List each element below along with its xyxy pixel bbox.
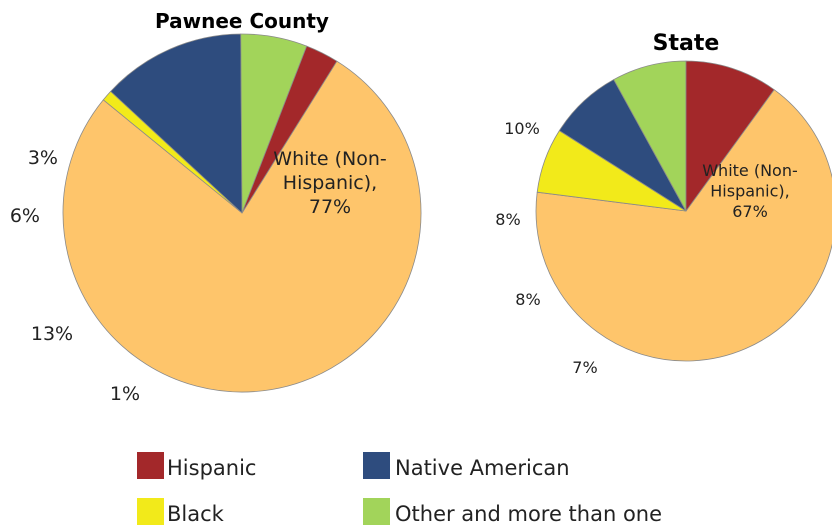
legend-swatch-other	[363, 498, 390, 525]
pie-slice-pawnee-county-white-non-hispanic	[62, 60, 422, 393]
chart-title-pawnee-county: Pawnee County	[155, 9, 329, 33]
pie-slice-pawnee-county-native-american	[110, 33, 243, 214]
pie-slice-state-hispanic	[685, 60, 775, 212]
legend-item-hispanic: Hispanic	[137, 452, 256, 480]
pie-label-state-other-and-more-than-one: 8%	[495, 210, 520, 229]
pie-label-pawnee-county-black: 1%	[110, 383, 140, 405]
legend: Hispanic Native American Black Other and…	[137, 452, 662, 526]
legend-swatch-black	[137, 498, 164, 525]
legend-label-other: Other and more than one	[395, 502, 662, 526]
pie-label-state-black: 7%	[572, 358, 597, 377]
chart-title-state: State	[653, 31, 720, 56]
pie-label-state-white-non-hispanic: White (Non-Hispanic), 67%	[702, 161, 798, 221]
pie-label-state-native-american: 8%	[515, 290, 540, 309]
pie-slice-state-white-non-hispanic	[535, 89, 832, 362]
pie-slices-state	[535, 60, 832, 362]
pie-slices-pawnee-county	[62, 33, 422, 393]
pie-label-pawnee-county-native-american: 13%	[31, 323, 73, 345]
legend-label-hispanic: Hispanic	[167, 456, 256, 480]
pie-label-pawnee-county-other-and-more-than-one: 6%	[10, 205, 40, 227]
legend-item-native-american: Native American	[363, 452, 570, 480]
legend-item-other: Other and more than one	[363, 498, 662, 526]
pie-labels-state: White (Non-Hispanic), 67% 7% 8% 8% 10%	[495, 119, 797, 377]
pie-chart-pawnee-county: Pawnee County White (Non-Hispanic), 77% 1%…	[10, 9, 422, 405]
legend-swatch-hispanic	[137, 452, 164, 479]
legend-swatch-native-american	[363, 452, 390, 479]
legend-item-black: Black	[137, 498, 225, 526]
pie-slice-pawnee-county-hispanic	[241, 45, 338, 214]
pie-label-state-hispanic: 10%	[504, 119, 540, 138]
legend-label-native-american: Native American	[395, 456, 570, 480]
pie-labels-pawnee-county: White (Non-Hispanic), 77% 1% 13% 6% 3%	[10, 147, 387, 405]
pie-chart-state: State White (Non-Hispanic), 67% 7% 8% 8% 10%	[495, 31, 832, 377]
pie-label-pawnee-county-white-non-hispanic: White (Non-Hispanic), 77%	[273, 148, 386, 218]
pie-label-pawnee-county-hispanic: 3%	[28, 147, 58, 169]
legend-label-black: Black	[167, 502, 225, 526]
